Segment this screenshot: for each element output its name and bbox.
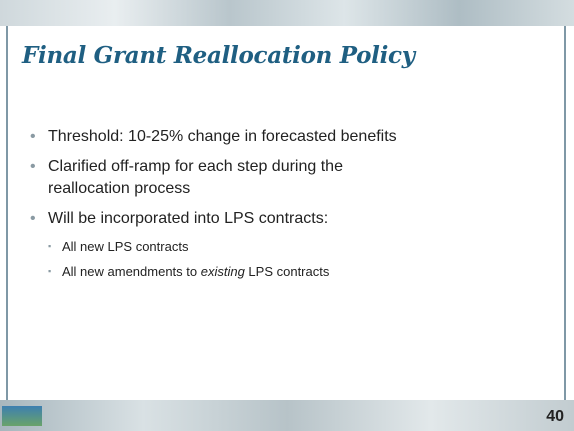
frame — [6, 26, 566, 400]
bullet-list: Threshold: 10-25% change in forecasted b… — [28, 126, 420, 292]
sub-bullet-text: All new amendments to — [62, 264, 201, 279]
header-image — [0, 0, 574, 26]
bullet: Will be incorporated into LPS contracts:… — [28, 208, 420, 284]
bullet: Threshold: 10-25% change in forecasted b… — [28, 126, 420, 148]
sub-bullet-text: LPS contracts — [244, 264, 330, 279]
bullet-text: Will be incorporated into LPS contracts: — [48, 210, 329, 227]
logo — [2, 406, 42, 426]
emphasis-text: existing — [200, 264, 245, 279]
sub-bullet-list: All new LPS contracts All new amendments … — [48, 234, 420, 284]
footer-image — [0, 400, 574, 431]
slide-title: Final Grant Reallocation Policy — [22, 42, 415, 69]
bullet: Clarified off-ramp for each step during … — [28, 156, 420, 200]
sub-bullet: All new amendments to existing LPS contr… — [48, 259, 420, 284]
bullet-text: Clarified off-ramp for each step during … — [48, 158, 343, 197]
page-number: 40 — [546, 408, 564, 425]
sub-bullet: All new LPS contracts — [48, 234, 420, 259]
bullet-text: Threshold: 10-25% change in forecasted b… — [48, 128, 397, 145]
sub-bullet-text: All new LPS contracts — [62, 239, 189, 254]
